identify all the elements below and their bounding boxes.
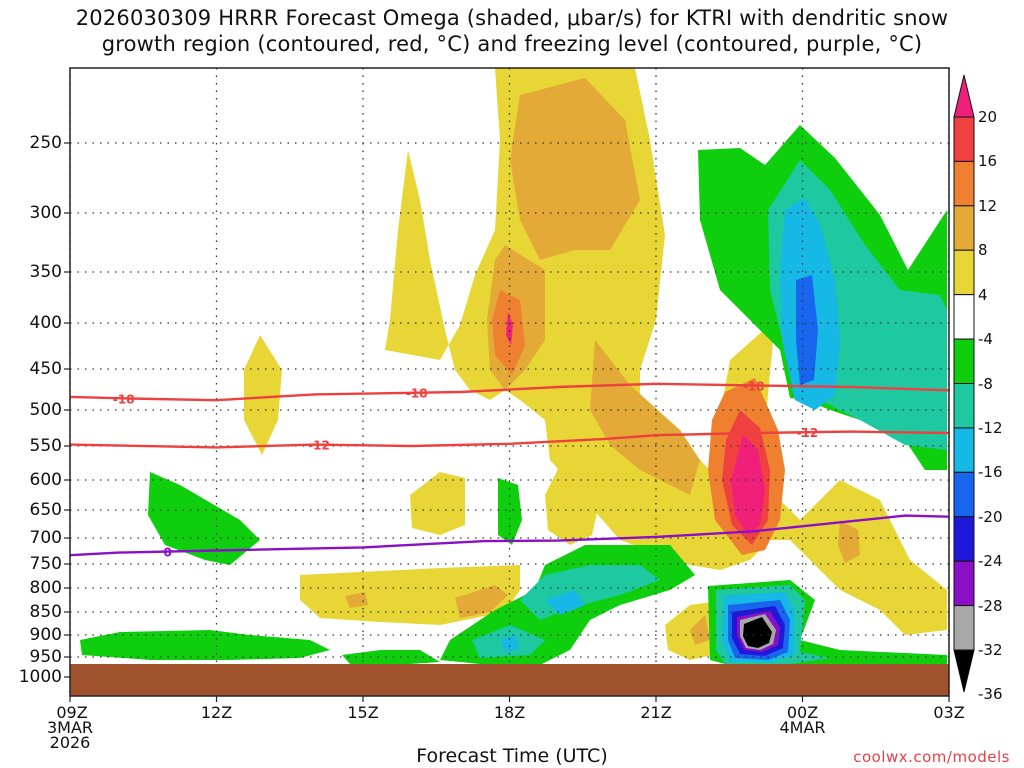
y-tick-label: 950 [29, 647, 62, 667]
colorbar-label: -24 [978, 552, 1003, 571]
y-tick-label: 250 [29, 133, 62, 153]
y-tick-label: 350 [29, 262, 62, 282]
colorbar-segment [953, 205, 975, 251]
x-tick-label: 18Z [493, 703, 526, 722]
dendritic-contour-label: -12 [308, 439, 330, 453]
y-tick-label: 400 [29, 313, 62, 333]
dendritic-contour [69, 430, 950, 449]
colorbar-label: -4 [978, 330, 993, 349]
colorbar-label: 4 [978, 285, 988, 304]
plot-frame [69, 67, 950, 697]
colorbar-segment [953, 427, 975, 473]
omega-shading-positive [244, 68, 947, 660]
y-tick-label: 550 [29, 436, 62, 456]
omega-region-8 [838, 520, 860, 563]
y-tick-label: 450 [29, 359, 62, 379]
x-tick-label: 12Z [200, 703, 233, 722]
colorbar-segment [953, 74, 975, 118]
x-tick-label: 21Z [640, 703, 672, 722]
omega-region-neg12 [500, 635, 520, 652]
contours: -18 -18 -18 -12 -12 0 [69, 379, 950, 560]
colorbar-segment [953, 249, 975, 296]
colorbar-segment [953, 560, 975, 607]
y-tick-label: 750 [29, 554, 62, 574]
omega-region-neg4 [148, 472, 260, 565]
omega-region-4 [545, 465, 600, 545]
colorbar-segment [953, 605, 975, 651]
colorbar-label: -36 [978, 685, 1003, 704]
y-tick-label: 600 [29, 470, 62, 490]
colorbar-label: 16 [978, 152, 998, 171]
x-tick-label: 09Z [56, 703, 88, 722]
y-tick-label: 500 [29, 400, 62, 420]
colorbar-segment [953, 516, 975, 562]
dendritic-contour-label: -18 [113, 392, 135, 406]
credit-link[interactable]: coolwx.com/models [853, 748, 1010, 766]
colorbar-segment [953, 116, 975, 162]
chart-title-line-2: growth region (contoured, red, °C) and f… [101, 32, 923, 56]
x-tick-sublabel: 2026 [49, 733, 91, 752]
y-tick-label: 900 [29, 625, 62, 645]
x-tick-label: 15Z [347, 703, 379, 722]
freezing-level-contour-label: 0 [163, 546, 171, 560]
dendritic-contour-label: -18 [743, 379, 765, 393]
colorbar-segment [953, 649, 975, 693]
x-axis-title: Forecast Time (UTC) [416, 745, 608, 767]
colorbar-label: -20 [978, 507, 1003, 526]
colorbar-label: 8 [978, 241, 988, 260]
dendritic-contour-label: -18 [406, 387, 428, 401]
colorbar-label: -16 [978, 463, 1003, 482]
x-tick-sublabel: 3MAR [46, 718, 94, 737]
colorbar-segment [953, 294, 975, 340]
y-tick-label: 700 [29, 528, 62, 548]
colorbar-label: -12 [978, 418, 1003, 437]
omega-region-8 [590, 340, 700, 495]
omega-region-20 [731, 435, 765, 535]
colorbar-label: -8 [978, 374, 993, 393]
omega-region-8 [345, 592, 368, 608]
colorbar-segment [953, 338, 975, 385]
y-tick-label: 1000 [18, 667, 62, 687]
y-tick-label: 300 [29, 203, 62, 223]
freezing-level-contour [69, 514, 950, 557]
y-tick-label: 650 [29, 500, 62, 520]
omega-region-neg4 [342, 650, 440, 666]
omega-region-neg36 [743, 617, 772, 648]
omega-region-neg12 [545, 590, 585, 615]
dendritic-contour [69, 382, 950, 402]
omega-region-neg4 [80, 630, 330, 660]
ground-below-surface [70, 664, 949, 696]
omega-region-4 [410, 472, 465, 535]
colorbar-segment [953, 471, 975, 518]
x-tick-label: 00Z [786, 703, 819, 722]
omega-region-8 [455, 585, 508, 618]
colorbar-segment [953, 383, 975, 429]
x-tick-sublabel: 4MAR [779, 718, 826, 737]
colorbar-label: -32 [978, 641, 1003, 659]
omega-region-4 [244, 335, 282, 455]
omega-shading-negative [80, 125, 947, 668]
colorbar-label: 20 [978, 108, 998, 126]
grid [64, 68, 950, 702]
chart-title-line-1: 2026030309 HRRR Forecast Omega (shaded, … [75, 6, 949, 30]
omega-region-8 [690, 615, 710, 645]
ground-layer [70, 664, 949, 696]
colorbar-segment [953, 160, 975, 207]
omega-region-20 [506, 312, 513, 345]
y-tick-label: 800 [29, 578, 62, 598]
dendritic-contour-label: -12 [797, 426, 819, 440]
colorbar-label: -28 [978, 596, 1003, 615]
omega-region-4 [665, 602, 712, 660]
omega-region-8 [510, 78, 640, 260]
x-tick-label: 03Z [933, 703, 965, 722]
colorbar-label: 12 [978, 196, 998, 215]
y-tick-label: 850 [29, 602, 62, 622]
omega-region-neg16 [796, 275, 818, 385]
